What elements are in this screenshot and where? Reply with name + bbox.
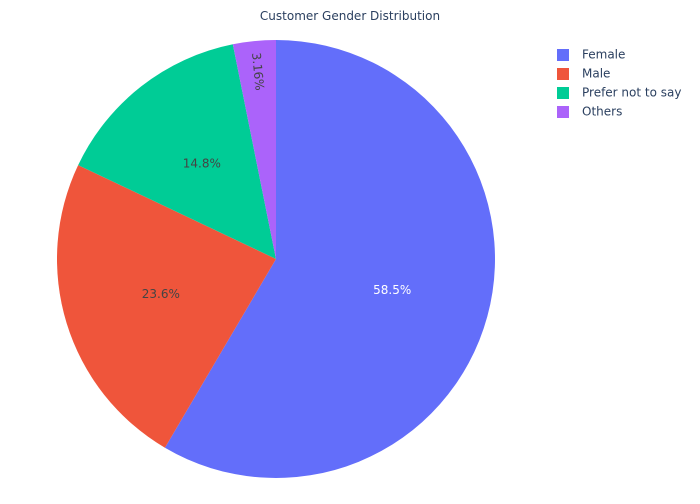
- pie-slices-group: [56, 40, 496, 479]
- legend-swatch-others[interactable]: [557, 106, 569, 118]
- legend: Female Male Prefer not to say Others: [557, 48, 681, 119]
- pie-slice-male[interactable]: [56, 165, 277, 448]
- legend-label-prefer-not-to-say[interactable]: Prefer not to say: [582, 86, 681, 100]
- pie-label-others: 3.16%: [249, 52, 267, 91]
- pie-slice-prefer-not-to-say[interactable]: [78, 44, 277, 259]
- pie-slice-female[interactable]: [164, 40, 496, 479]
- legend-label-male[interactable]: Male: [582, 67, 610, 81]
- legend-label-others[interactable]: Others: [582, 105, 622, 119]
- pie-labels-group: 58.5% 23.6% 14.8% 3.16%: [142, 52, 411, 301]
- chart-title: Customer Gender Distribution: [260, 9, 440, 23]
- pie-label-female: 58.5%: [373, 283, 411, 297]
- pie-slice-others[interactable]: [232, 40, 276, 259]
- legend-swatch-prefer-not-to-say[interactable]: [557, 87, 569, 99]
- pie-label-prefer-not-to-say: 14.8%: [183, 157, 221, 171]
- legend-swatch-male[interactable]: [557, 68, 569, 80]
- legend-swatch-female[interactable]: [557, 49, 569, 61]
- pie-label-male: 23.6%: [142, 287, 180, 301]
- legend-label-female[interactable]: Female: [582, 48, 625, 62]
